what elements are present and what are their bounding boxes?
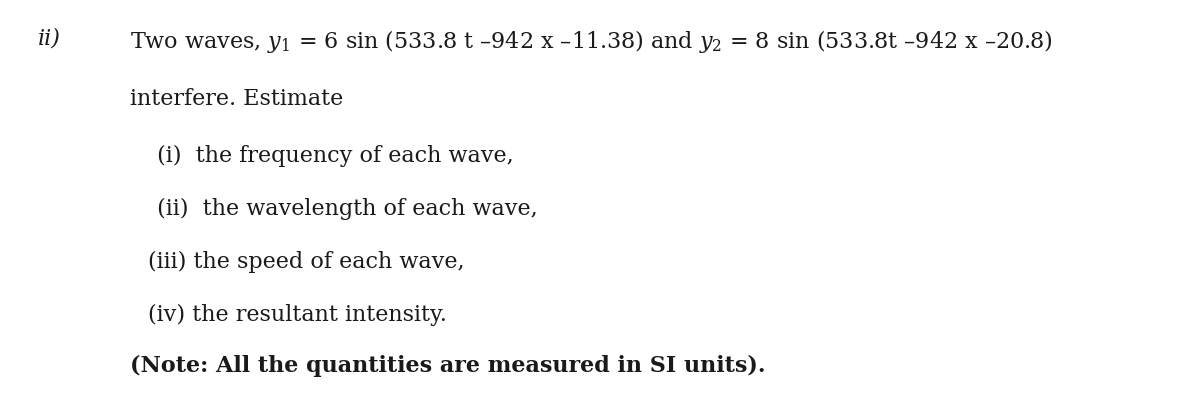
Text: (i)  the frequency of each wave,: (i) the frequency of each wave, [150,145,514,167]
Text: interfere. Estimate: interfere. Estimate [130,88,343,110]
Text: Two waves, $y_1$ = 6 sin (533.8 t –942 x –11.38) and $y_2$ = 8 sin (533.8t –942 : Two waves, $y_1$ = 6 sin (533.8 t –942 x… [130,28,1052,55]
Text: (ii)  the wavelength of each wave,: (ii) the wavelength of each wave, [150,198,538,220]
Text: ii): ii) [38,28,61,50]
Text: (iv) the resultant intensity.: (iv) the resultant intensity. [148,304,446,326]
Text: (Note: All the quantities are measured in SI units).: (Note: All the quantities are measured i… [130,355,766,377]
Text: (iii) the speed of each wave,: (iii) the speed of each wave, [148,251,464,273]
